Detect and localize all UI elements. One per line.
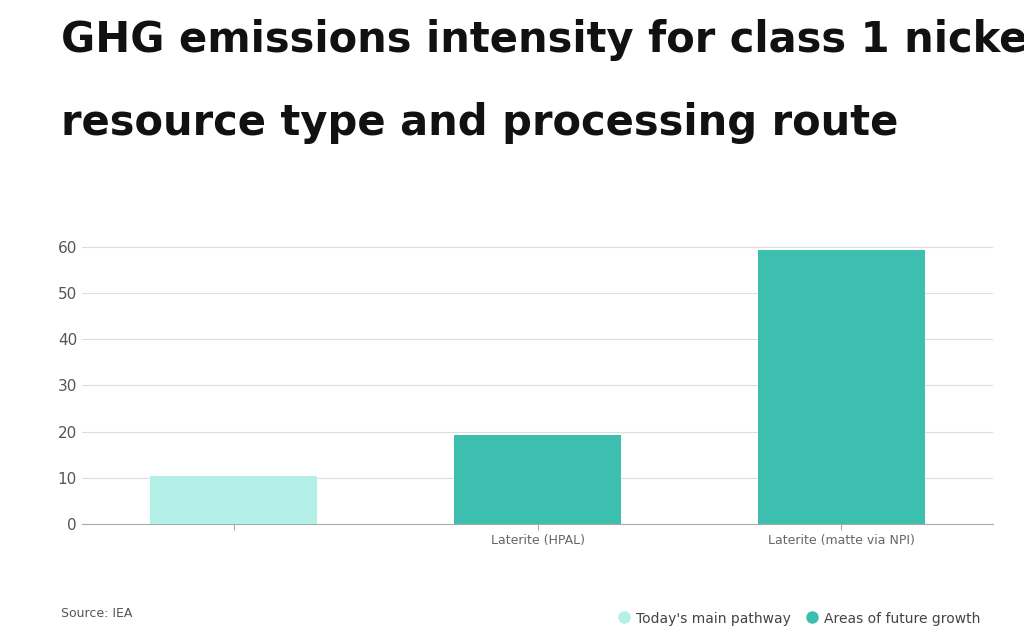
Text: Source: IEA: Source: IEA	[61, 607, 133, 620]
Text: GHG emissions intensity for class 1 nickel by: GHG emissions intensity for class 1 nick…	[61, 19, 1024, 61]
Legend: Today's main pathway, Areas of future growth: Today's main pathway, Areas of future gr…	[611, 606, 986, 631]
Bar	[151, 477, 317, 524]
Bar	[454, 435, 622, 524]
Text: resource type and processing route: resource type and processing route	[61, 102, 899, 144]
Bar	[758, 250, 925, 524]
